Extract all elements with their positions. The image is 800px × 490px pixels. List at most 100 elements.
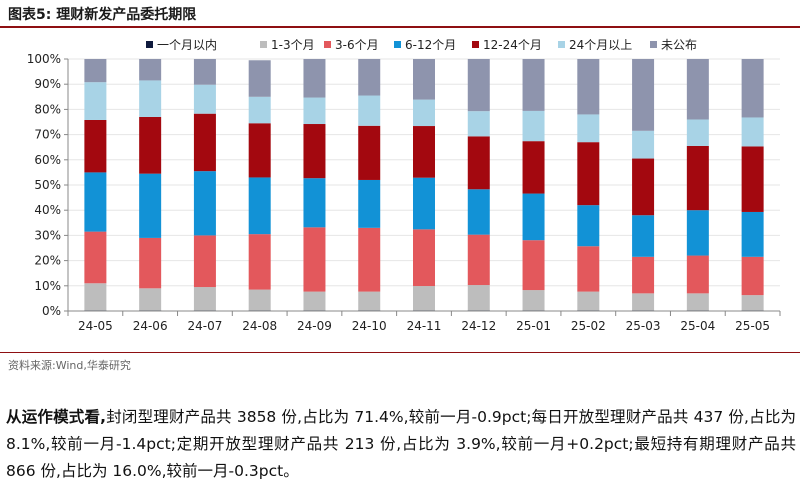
legend-item: 6-12个月	[394, 38, 456, 52]
bar-segment	[248, 60, 271, 97]
bar-segment	[577, 205, 600, 247]
bar-segment	[522, 290, 545, 311]
bar-segment	[686, 293, 709, 311]
bar-segment	[741, 59, 764, 118]
legend-swatch	[472, 41, 479, 48]
legend-label: 1-3个月	[271, 38, 315, 52]
summary-lead: 从运作模式看,	[6, 408, 107, 426]
bar-segment	[522, 240, 545, 291]
bar-segment	[522, 59, 545, 111]
bar-segment	[413, 229, 435, 287]
bar-segment	[686, 145, 709, 211]
legend-swatch	[394, 41, 401, 48]
bar-segment	[632, 59, 655, 131]
x-tick-label: 24-11	[407, 319, 442, 333]
x-tick-label: 25-05	[735, 319, 770, 333]
x-tick-label: 24-08	[242, 319, 277, 333]
y-tick-label: 50%	[34, 178, 61, 192]
bar-segment	[139, 288, 162, 311]
bar-segment	[303, 59, 326, 98]
x-tick-label: 25-04	[680, 319, 715, 333]
bar-segment	[522, 141, 545, 194]
y-tick-label: 10%	[34, 279, 61, 293]
bar-segment	[358, 95, 381, 126]
bar-segment	[358, 179, 381, 228]
bar-segment	[358, 227, 381, 292]
bar-segment	[577, 142, 600, 206]
bar-segment	[193, 235, 216, 288]
legend-label: 6-12个月	[405, 38, 456, 52]
legend-item: 未公布	[650, 38, 697, 52]
bar-segment	[741, 117, 764, 147]
bars	[84, 59, 764, 311]
x-axis-ticks: 24-05 24-06 24-07 24-08 24-09 24-10 24-11 24-12…	[67, 311, 781, 333]
bar-segment	[741, 146, 764, 212]
bar-segment	[686, 255, 709, 294]
bar-segment	[686, 59, 709, 120]
chart-legend: 一个月以内 1-3个月 3-6个月 6-12个月 12-24个月 24个月以上 未公布	[146, 38, 697, 52]
legend-label: 12-24个月	[483, 38, 542, 52]
bar-segment	[413, 177, 435, 230]
bar-segment	[193, 171, 216, 236]
bar-segment	[303, 97, 326, 125]
bar-segment	[632, 158, 655, 216]
bar-segment	[248, 177, 271, 235]
y-tick-label: 0%	[42, 304, 61, 318]
bar-segment	[632, 293, 655, 311]
axes	[67, 59, 780, 312]
y-tick-label: 40%	[34, 203, 61, 217]
bar-segment	[193, 84, 216, 114]
summary-paragraph: 从运作模式看,封闭型理财产品共 3858 份,占比为 71.4%,较前一月-0.…	[6, 404, 796, 485]
bar-segment	[522, 110, 545, 142]
bar-segment	[358, 125, 381, 180]
figure-title: 图表5: 理财新发产品委托期限	[8, 7, 197, 23]
y-tick-label: 30%	[34, 228, 61, 242]
bar-segment	[413, 126, 435, 178]
y-tick-label: 60%	[34, 153, 61, 167]
x-tick-label: 25-03	[626, 319, 661, 333]
bar-segment	[467, 136, 490, 190]
bar-segment	[686, 210, 709, 256]
bar-segment	[84, 82, 107, 120]
bar-segment	[303, 291, 326, 311]
bar-segment	[413, 99, 435, 127]
bar-segment	[686, 119, 709, 146]
legend-label: 3-6个月	[335, 38, 379, 52]
bar-segment	[467, 189, 490, 235]
bar-segment	[84, 231, 107, 284]
bar-segment	[413, 286, 435, 311]
bar-segment	[467, 59, 490, 112]
bar-segment	[248, 96, 271, 124]
bar-segment	[358, 59, 381, 96]
stacked-bar-chart: 一个月以内 1-3个月 3-6个月 6-12个月 12-24个月 24个月以上 未公布 0%…	[27, 38, 781, 333]
bar-segment	[632, 256, 655, 294]
legend-swatch	[650, 41, 657, 48]
bar-segment	[303, 124, 326, 179]
bar-segment	[139, 80, 162, 117]
x-tick-label: 24-10	[352, 319, 387, 333]
bar-segment	[522, 193, 545, 241]
y-tick-label: 90%	[34, 77, 61, 91]
source-rule	[0, 352, 800, 353]
source-note: 资料来源:Wind,华泰研究	[8, 359, 131, 372]
x-tick-label: 24-06	[133, 319, 168, 333]
bar-segment	[358, 291, 381, 311]
legend-item: 3-6个月	[324, 38, 379, 52]
bar-segment	[577, 246, 600, 292]
bar-segment	[303, 227, 326, 292]
title-rule	[0, 26, 800, 28]
bar-segment	[467, 285, 490, 311]
bar-segment	[193, 113, 216, 172]
bar-segment	[467, 234, 490, 286]
bar-segment	[248, 123, 271, 178]
bar-segment	[139, 59, 162, 81]
bar-segment	[741, 211, 764, 257]
bar-segment	[193, 287, 216, 311]
y-tick-label: 20%	[34, 254, 61, 268]
summary-text: 封闭型理财产品共 3858 份,占比为 71.4%,较前一月-0.9pct;每日…	[6, 408, 797, 480]
bar-segment	[84, 283, 107, 311]
legend-label: 一个月以内	[157, 38, 217, 52]
bar-segment	[467, 111, 490, 137]
bar-segment	[413, 59, 435, 100]
bar-segment	[577, 114, 600, 143]
